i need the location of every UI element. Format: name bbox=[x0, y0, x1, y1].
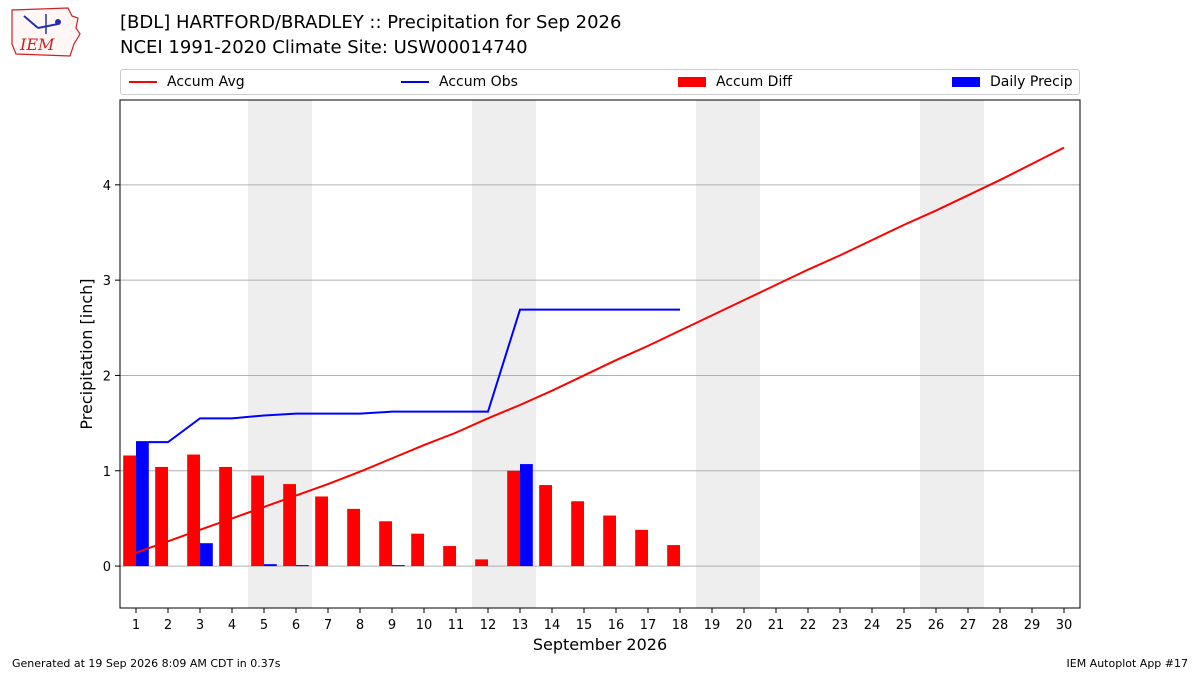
accum-diff-bar-18 bbox=[667, 545, 680, 567]
daily-precip-bar-6 bbox=[296, 565, 309, 567]
accum-diff-bar-5 bbox=[251, 475, 264, 567]
x-tick-label-3: 3 bbox=[196, 618, 204, 633]
x-tick-label-25: 25 bbox=[896, 618, 913, 633]
accum-avg-line bbox=[135, 146, 1065, 554]
x-tick-label-22: 22 bbox=[800, 618, 817, 633]
generated-note: Generated at 19 Sep 2026 8:09 AM CDT in … bbox=[12, 657, 281, 670]
accum-diff-bar-3 bbox=[187, 454, 200, 567]
daily-precip-bar-3 bbox=[200, 543, 213, 567]
x-tick-label-15: 15 bbox=[576, 618, 593, 633]
x-tick-label-13: 13 bbox=[512, 618, 529, 633]
x-tick-label-29: 29 bbox=[1024, 618, 1041, 633]
x-tick-label-11: 11 bbox=[448, 618, 465, 633]
daily-precip-bar-5 bbox=[264, 564, 277, 567]
x-tick-label-26: 26 bbox=[928, 618, 945, 633]
chart-title: [BDL] HARTFORD/BRADLEY :: Precipitation … bbox=[120, 12, 622, 33]
weekend-band-4 bbox=[920, 100, 984, 608]
legend-label-accum-obs: Accum Obs bbox=[439, 74, 518, 90]
accum-diff-bar-1 bbox=[123, 455, 136, 567]
iem-logo: IEM bbox=[8, 4, 82, 62]
y-axis-label: Precipitation [inch] bbox=[77, 278, 96, 429]
y-tick-label-0: 0 bbox=[103, 560, 111, 575]
x-tick-label-20: 20 bbox=[736, 618, 753, 633]
accum-diff-bar-8 bbox=[347, 508, 360, 567]
x-tick-label-21: 21 bbox=[768, 618, 785, 633]
y-tick-label-1: 1 bbox=[103, 465, 111, 480]
x-tick-label-18: 18 bbox=[672, 618, 689, 633]
legend-swatch-accum-diff bbox=[678, 77, 706, 87]
x-tick-label-1: 1 bbox=[132, 618, 140, 633]
x-tick-label-4: 4 bbox=[228, 618, 236, 633]
x-tick-label-27: 27 bbox=[960, 618, 977, 633]
x-tick-label-19: 19 bbox=[704, 618, 721, 633]
accum-diff-bar-6 bbox=[283, 484, 296, 567]
legend-item-accum-diff: Accum Diff bbox=[678, 74, 792, 90]
accum-diff-bar-10 bbox=[411, 533, 424, 567]
accum-diff-bar-4 bbox=[219, 466, 232, 567]
accum-diff-bar-9 bbox=[379, 521, 392, 567]
daily-precip-bar-1 bbox=[136, 442, 149, 567]
accum-diff-bar-17 bbox=[635, 529, 648, 567]
weekend-band-3 bbox=[696, 100, 760, 608]
y-tick-label-2: 2 bbox=[103, 369, 111, 384]
accum-diff-bar-15 bbox=[571, 501, 584, 567]
x-tick-label-12: 12 bbox=[480, 618, 497, 633]
x-tick-label-28: 28 bbox=[992, 618, 1009, 633]
x-tick-label-8: 8 bbox=[356, 618, 364, 633]
accum-diff-bar-16 bbox=[603, 515, 616, 567]
accum-diff-bar-2 bbox=[155, 466, 168, 567]
legend-item-daily-precip: Daily Precip bbox=[952, 74, 1073, 90]
legend-item-accum-obs: Accum Obs bbox=[401, 74, 518, 90]
logo-text: IEM bbox=[19, 35, 55, 54]
legend-label-daily-precip: Daily Precip bbox=[990, 74, 1073, 90]
accum-diff-bar-11 bbox=[443, 546, 456, 567]
y-tick-label-3: 3 bbox=[103, 274, 111, 289]
daily-precip-bar-9 bbox=[392, 565, 405, 567]
x-tick-label-6: 6 bbox=[292, 618, 300, 633]
accum-diff-bar-14 bbox=[539, 485, 552, 567]
x-tick-label-24: 24 bbox=[864, 618, 881, 633]
legend-label-accum-avg: Accum Avg bbox=[167, 74, 245, 90]
legend-swatch-accum-avg bbox=[129, 81, 157, 83]
legend: Accum Avg Accum Obs Accum Diff Daily Pre… bbox=[120, 69, 1080, 95]
accum-obs-line bbox=[136, 308, 680, 444]
accum-diff-bar-12 bbox=[475, 559, 488, 567]
plot-frame bbox=[119, 99, 1081, 609]
y-tick-label-4: 4 bbox=[103, 179, 111, 194]
chart-subtitle: NCEI 1991-2020 Climate Site: USW00014740 bbox=[120, 37, 528, 58]
legend-label-accum-diff: Accum Diff bbox=[716, 74, 793, 90]
x-tick-label-10: 10 bbox=[416, 618, 433, 633]
accum-diff-bar-7 bbox=[315, 496, 328, 567]
x-tick-label-14: 14 bbox=[544, 618, 561, 633]
x-axis-label: September 2026 bbox=[533, 635, 667, 654]
accum-diff-bar-13 bbox=[507, 470, 520, 567]
legend-item-accum-avg: Accum Avg bbox=[129, 74, 245, 90]
x-tick-label-5: 5 bbox=[260, 618, 268, 633]
x-tick-label-9: 9 bbox=[388, 618, 396, 633]
app-label: IEM Autoplot App #17 bbox=[1066, 657, 1189, 670]
daily-precip-bar-13 bbox=[520, 464, 533, 567]
x-tick-label-2: 2 bbox=[164, 618, 172, 633]
x-tick-label-30: 30 bbox=[1056, 618, 1073, 633]
x-tick-label-23: 23 bbox=[832, 618, 849, 633]
legend-swatch-daily-precip bbox=[952, 77, 980, 87]
x-tick-label-7: 7 bbox=[324, 618, 332, 633]
x-tick-label-17: 17 bbox=[640, 618, 657, 633]
x-tick-label-16: 16 bbox=[608, 618, 625, 633]
legend-swatch-accum-obs bbox=[401, 81, 429, 83]
